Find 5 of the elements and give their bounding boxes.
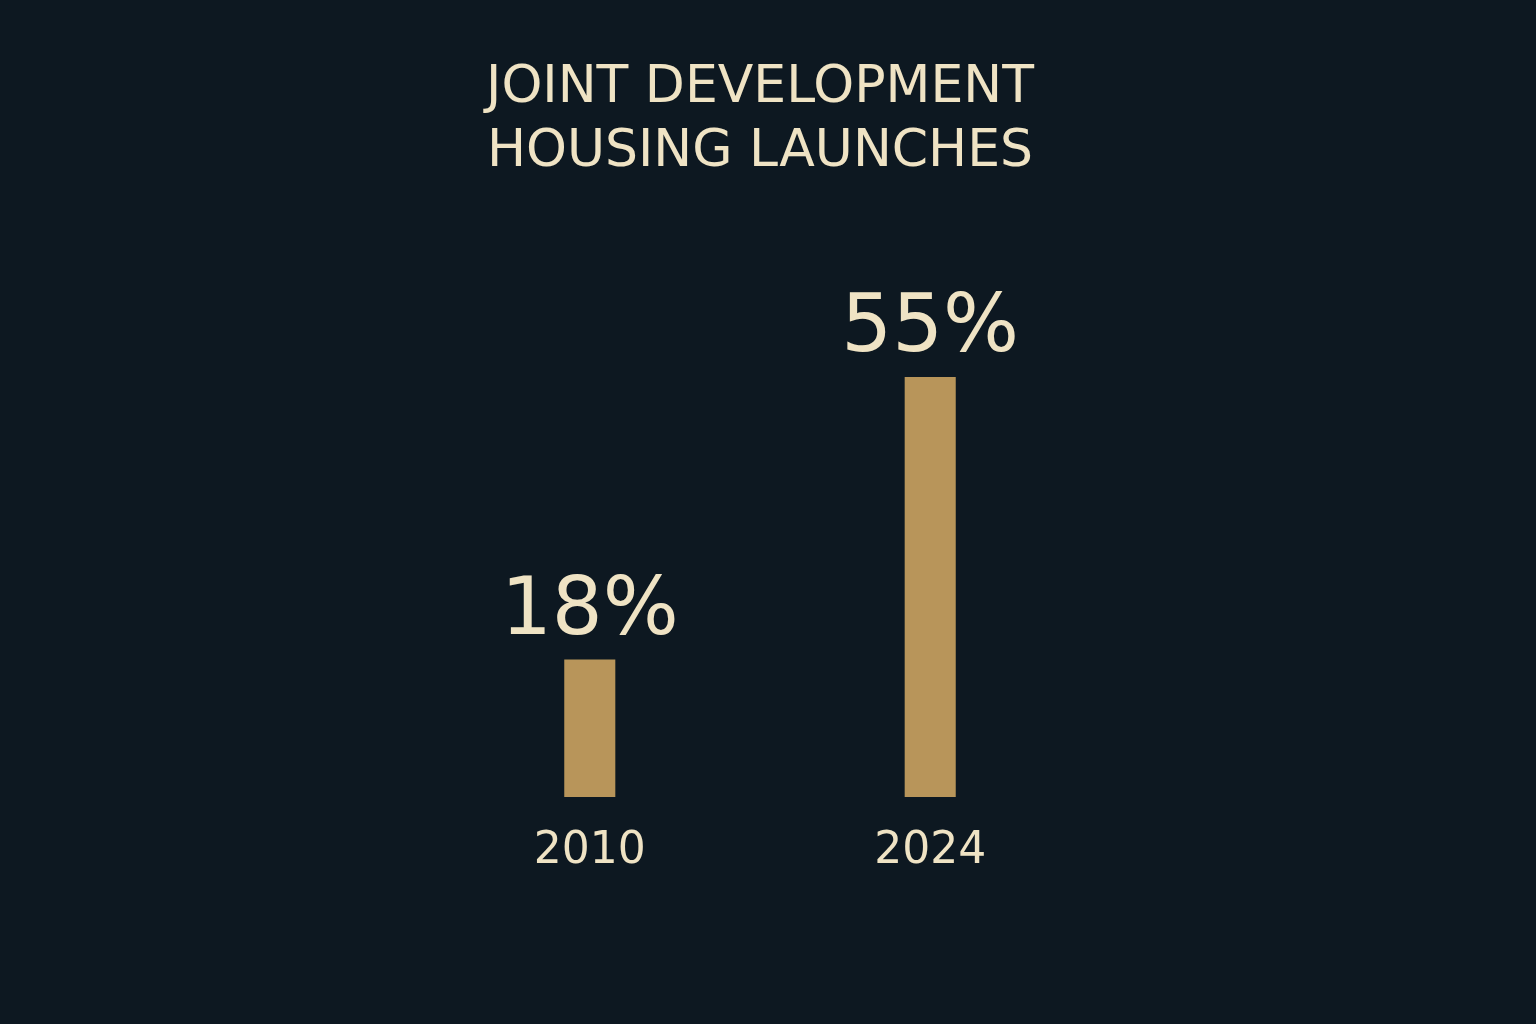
chart-title: JOINT DEVELOPMENT HOUSING LAUNCHES bbox=[483, 54, 1035, 178]
x-tick-label: 2024 bbox=[874, 821, 987, 873]
x-tick-label: 2010 bbox=[533, 821, 646, 873]
data-label: 55% bbox=[841, 277, 1020, 370]
data-label: 18% bbox=[500, 559, 679, 653]
